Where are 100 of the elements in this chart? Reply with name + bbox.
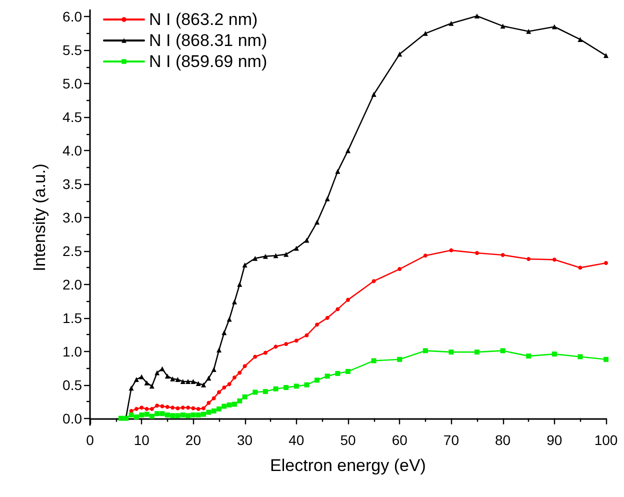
point [500, 24, 506, 29]
x-tick-label: 100 [594, 432, 618, 448]
point [164, 374, 170, 379]
point [578, 36, 583, 42]
point [304, 238, 310, 243]
point [128, 412, 134, 418]
point [202, 406, 206, 410]
point [526, 354, 532, 359]
point [252, 390, 258, 395]
point [324, 196, 330, 202]
y-tick-label: 2.0 [62, 276, 82, 292]
point [526, 257, 531, 261]
point [164, 412, 170, 418]
point [139, 374, 144, 380]
point [578, 354, 583, 360]
point [196, 406, 200, 411]
x-tick-label: 30 [237, 432, 253, 448]
point [284, 385, 289, 390]
point [180, 412, 186, 418]
point [324, 374, 330, 379]
point [526, 28, 532, 34]
legend-label: N I (868.31 nm) [149, 31, 268, 50]
point [274, 344, 278, 349]
point [175, 376, 180, 382]
point [474, 14, 480, 19]
point [552, 24, 557, 30]
point [552, 258, 556, 262]
point [604, 261, 608, 266]
point [346, 368, 350, 374]
point [140, 406, 144, 410]
point [422, 348, 428, 354]
point [134, 376, 139, 382]
point [160, 404, 164, 408]
point [176, 406, 180, 410]
point [144, 412, 150, 417]
point [165, 404, 170, 409]
point [196, 412, 201, 418]
point [186, 413, 191, 418]
point [180, 378, 186, 384]
y-tick-label: 2.5 [62, 242, 82, 259]
point [578, 266, 582, 270]
legend-label: N I (859.69 nm) [149, 52, 268, 71]
point [216, 406, 222, 412]
legend-label: N I (863.2 nm) [149, 10, 258, 29]
point [372, 279, 376, 284]
point [449, 248, 454, 252]
point [262, 254, 268, 259]
point [160, 411, 165, 416]
point [273, 386, 278, 392]
y-tick-label: 3.0 [62, 210, 82, 226]
x-tick-label: 0 [86, 432, 94, 448]
point [170, 413, 176, 418]
point [346, 298, 350, 302]
point [325, 316, 330, 320]
point [336, 307, 340, 312]
point [149, 414, 154, 419]
point [304, 382, 310, 388]
point [500, 252, 505, 257]
point [227, 382, 232, 386]
point [294, 246, 299, 251]
point [284, 252, 289, 257]
x-tick-label: 20 [185, 432, 202, 448]
y-tick-label: 4.5 [62, 109, 82, 126]
point [206, 376, 212, 381]
point [397, 356, 402, 362]
point [211, 408, 216, 414]
point [294, 384, 299, 389]
point [474, 350, 480, 355]
y-tick-label: 5.0 [62, 76, 82, 92]
point [237, 282, 242, 287]
point [170, 406, 175, 410]
point [398, 267, 402, 272]
point [186, 378, 191, 384]
y-tick-label: 3.5 [62, 176, 82, 192]
x-tick-label: 80 [495, 432, 511, 448]
y-axis-title: Intensity (a.u.) [30, 164, 49, 272]
x-axis-title: Electron energy (eV) [270, 456, 426, 475]
point [139, 412, 144, 418]
point [294, 338, 298, 343]
y-tick-label: 1.5 [62, 310, 82, 326]
point [191, 406, 196, 410]
y-tick-label: 6.0 [62, 8, 82, 25]
point [196, 381, 201, 386]
point [232, 402, 237, 407]
point [206, 400, 211, 405]
point [201, 412, 206, 417]
point [217, 390, 221, 394]
point [232, 299, 237, 304]
x-tick-label: 40 [288, 432, 304, 448]
point [144, 380, 150, 386]
point [222, 330, 227, 336]
y-tick-label: 1.0 [62, 343, 82, 360]
point [129, 408, 134, 413]
point [314, 378, 320, 383]
point [253, 354, 258, 359]
point [160, 366, 165, 372]
point [335, 168, 340, 174]
point [475, 250, 479, 255]
point [232, 375, 236, 380]
point [150, 406, 154, 411]
